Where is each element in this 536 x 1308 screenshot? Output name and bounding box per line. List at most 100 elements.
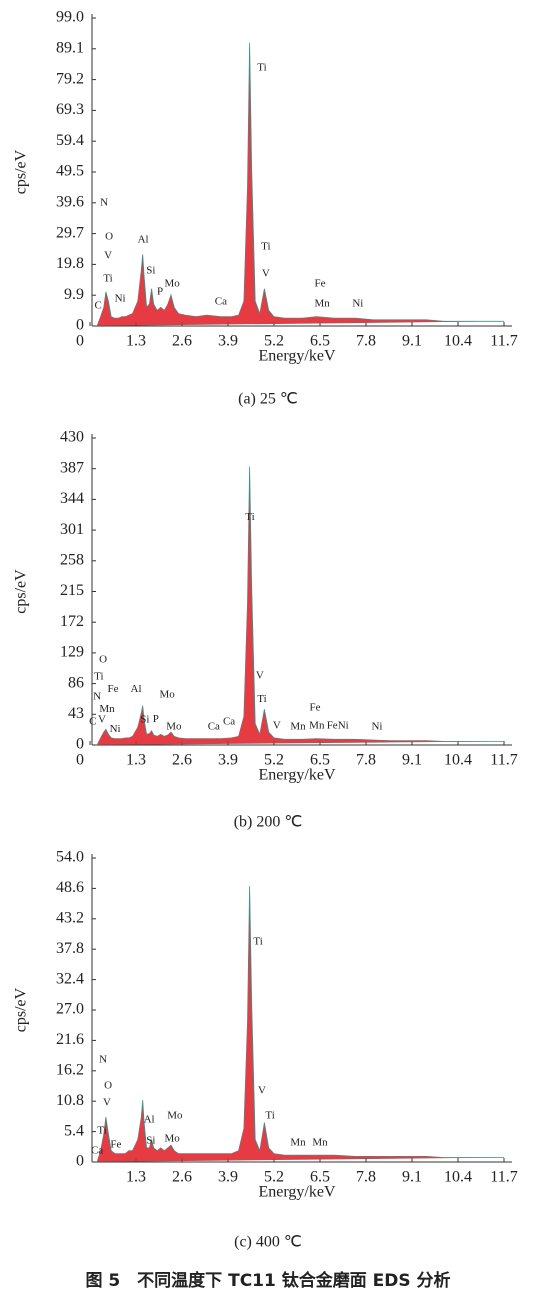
peak-label: Ti xyxy=(257,693,266,705)
x-axis-title: Energy/keV xyxy=(258,767,335,784)
x-tick-label: 3.9 xyxy=(218,333,238,350)
peak-label: Mn xyxy=(99,703,115,715)
peak-label: N xyxy=(99,1054,107,1066)
y-tick-label: 39.6 xyxy=(56,193,84,210)
x-tick-label: 10.4 xyxy=(444,333,472,350)
y-tick-label: 129 xyxy=(60,644,84,661)
spectrum xyxy=(96,42,504,327)
x-tick-label: 9.1 xyxy=(402,333,422,350)
peak-label: Mo xyxy=(166,721,182,733)
peak-label: Si xyxy=(140,714,149,726)
x-tick-label: 6.5 xyxy=(310,333,330,350)
peak-label: O xyxy=(99,654,107,666)
spectrum xyxy=(96,886,504,1163)
peak-label: FeNi xyxy=(327,719,349,731)
x-tick-label: 2.6 xyxy=(172,333,192,350)
x-tick-label: 5.2 xyxy=(264,752,284,769)
y-tick-label: 0 xyxy=(76,736,84,753)
y-tick-label: 172 xyxy=(60,613,84,630)
x-tick-label: 9.1 xyxy=(402,752,422,769)
peak-label: Fe xyxy=(315,278,326,290)
peak-label: V xyxy=(256,669,264,681)
y-tick-label: 43.2 xyxy=(56,909,84,926)
peak-label: O xyxy=(104,1080,112,1092)
x-tick-label: 5.2 xyxy=(264,1169,284,1186)
x-tick-label: 3.9 xyxy=(218,1169,238,1186)
spectrum xyxy=(96,466,504,746)
y-tick-label: 59.4 xyxy=(56,132,84,149)
x-axis-title: Energy/keV xyxy=(258,348,335,365)
y-tick-label: 258 xyxy=(60,551,84,568)
peak-label: Mo xyxy=(164,1132,180,1144)
peak-label: Ti xyxy=(94,671,103,683)
y-tick-label: 5.4 xyxy=(64,1122,84,1139)
peak-label: Mn xyxy=(309,719,325,731)
y-tick-label: 89.1 xyxy=(56,39,84,56)
peak-label: Ti xyxy=(253,935,262,947)
peak-label: Mn xyxy=(290,1136,306,1148)
y-tick-label: 43 xyxy=(68,705,84,722)
peak-label: Fe xyxy=(108,683,119,695)
peak-label: V xyxy=(98,714,106,726)
peak-label: Ti xyxy=(257,62,266,74)
peak-label: Ni xyxy=(115,292,126,304)
y-tick-label: 387 xyxy=(60,459,84,476)
x-tick-label: 9.1 xyxy=(402,1169,422,1186)
peak-label: Mo xyxy=(159,689,175,701)
x-tick-label: 5.2 xyxy=(264,333,284,350)
x-tick-label: 1.3 xyxy=(126,333,146,350)
peak-label: Ca xyxy=(208,721,220,733)
peak-label: Mo xyxy=(167,1109,183,1121)
panel-caption: (b) 200 ℃ xyxy=(234,814,303,831)
peak-label: N xyxy=(93,691,101,703)
y-tick-label: 10.8 xyxy=(56,1092,84,1109)
y-tick-label: 9.9 xyxy=(64,286,84,303)
peak-label: Ti xyxy=(103,273,112,285)
x-tick-label: 0 xyxy=(76,333,84,350)
peak-label: P xyxy=(153,713,159,725)
peak-label: Ca xyxy=(223,716,235,728)
x-tick-label: 1.3 xyxy=(126,752,146,769)
y-tick-label: 99.0 xyxy=(56,9,84,26)
peak-label: V xyxy=(273,719,281,731)
x-tick-label: 11.7 xyxy=(490,752,517,769)
x-tick-label: 7.8 xyxy=(356,1169,376,1186)
peak-label: N xyxy=(100,197,108,209)
y-tick-label: 86 xyxy=(68,674,84,691)
y-tick-label: 215 xyxy=(60,582,84,599)
y-axis-title: cps/eV xyxy=(13,569,30,614)
peak-label: Ni xyxy=(110,723,121,735)
peak-label: V xyxy=(103,1096,111,1108)
peak-label: C xyxy=(89,716,96,728)
y-tick-label: 0 xyxy=(76,1153,84,1170)
x-tick-label: 11.7 xyxy=(490,1169,517,1186)
y-tick-label: 21.6 xyxy=(56,1031,84,1048)
peak-label: O xyxy=(105,231,113,243)
x-tick-label: 10.4 xyxy=(444,1169,472,1186)
peak-label: Al xyxy=(131,683,142,695)
peak-label: V xyxy=(258,1085,266,1097)
x-tick-label: 10.4 xyxy=(444,752,472,769)
peak-label: Ni xyxy=(371,721,382,733)
x-tick-label: 2.6 xyxy=(172,1169,192,1186)
peak-label: Mo xyxy=(164,278,180,290)
x-tick-label: 2.6 xyxy=(172,752,192,769)
peak-label: Si xyxy=(146,264,155,276)
peak-label: Ni xyxy=(352,297,363,309)
y-tick-label: 301 xyxy=(60,521,84,538)
peak-label: Si xyxy=(146,1135,155,1147)
y-tick-label: 37.8 xyxy=(56,940,84,957)
peak-label: Fe xyxy=(110,1139,121,1151)
y-axis-title: cps/eV xyxy=(13,987,30,1032)
peak-label: Ti xyxy=(261,241,270,253)
peak-label: Ti xyxy=(97,1125,106,1137)
y-tick-label: 69.3 xyxy=(56,101,84,118)
peak-label: Mn xyxy=(290,721,306,733)
panel-caption: (a) 25 ℃ xyxy=(238,391,298,408)
x-tick-label: 6.5 xyxy=(310,1169,330,1186)
peak-label: Al xyxy=(144,1113,155,1125)
peak-label: V xyxy=(104,250,112,262)
y-tick-label: 54.0 xyxy=(56,849,84,866)
peak-label: Mn xyxy=(312,1136,328,1148)
x-tick-label: 3.9 xyxy=(218,752,238,769)
